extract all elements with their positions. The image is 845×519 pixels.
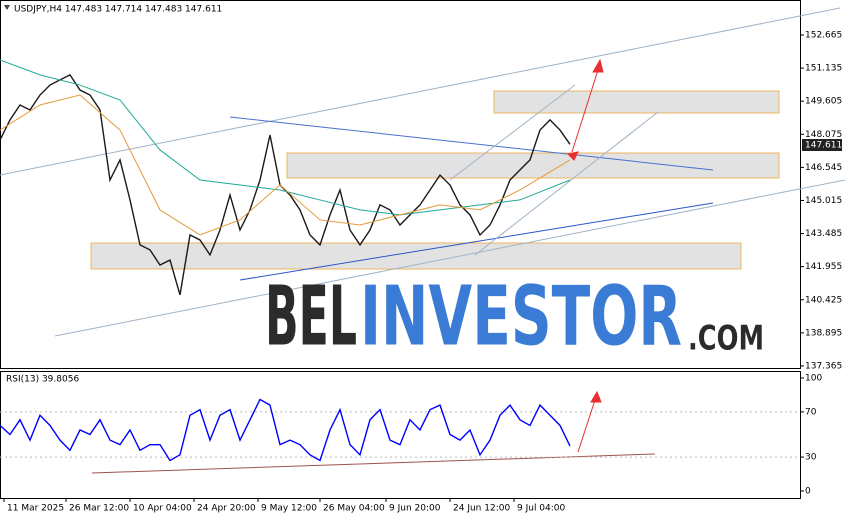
y-tick-label: 145.015 [805, 196, 842, 206]
channel-line [54, 179, 845, 337]
icon [4, 5, 10, 10]
price-tag-label: 147.611 [805, 141, 842, 151]
y-tick-label: 151.135 [805, 64, 842, 74]
price-pane [0, 0, 801, 369]
y-tick-label: 70 [805, 407, 817, 417]
series-line [0, 94, 571, 236]
watermark-text: INVESTOR [360, 269, 682, 364]
rsi-pane [0, 371, 801, 499]
series-line [0, 59, 571, 216]
zone [493, 90, 780, 114]
x-tick-label: 9 May 12:00 [261, 504, 317, 514]
x-tick-label: 26 Mar 12:00 [69, 504, 129, 514]
x-tick-label: 24 Jun 12:00 [453, 504, 510, 514]
watermark-text: .COM [688, 319, 764, 359]
arrow-head [590, 390, 602, 403]
arrow-head [592, 58, 604, 73]
y-tick-label: 140.425 [805, 295, 842, 305]
y-tick-label: 30 [805, 453, 817, 463]
arrow-head [566, 151, 579, 161]
watermark-text: BEL [265, 269, 357, 364]
channel-line [0, 7, 841, 176]
header: USDJPY,H4 147.483 147.714 147.483 147.61… [14, 5, 222, 15]
y-tick-label: 143.485 [805, 229, 842, 239]
y-tick-label: 138.895 [805, 328, 842, 338]
x-tick-label: 9 Jul 04:00 [517, 504, 566, 514]
y-tick-label: 0 [805, 486, 811, 496]
y-tick-label: 152.665 [805, 30, 842, 40]
y-tick-label: 141.955 [805, 262, 842, 272]
arrow [571, 69, 599, 153]
series-line [0, 398, 571, 462]
y-tick-label: 149.605 [805, 97, 842, 107]
x-tick-label: 26 May 04:00 [323, 504, 385, 514]
x-tick-label: 11 Mar 2025 [7, 504, 64, 514]
indicator-label: RSI(13) 39.8056 [6, 375, 79, 385]
price-tag [802, 139, 842, 151]
y-tick-label: 100 [805, 373, 822, 383]
trend-line [229, 116, 714, 171]
plot: 137.365 138.895 140.425 141.955 143.485 145.0… [0, 30, 842, 514]
zone [286, 152, 780, 179]
watermark: BEL INVESTOR .COM [265, 269, 764, 364]
y-tick-label: 148.075 [805, 130, 842, 140]
arrow [577, 399, 596, 453]
x-tick-label: 24 Apr 20:00 [197, 504, 256, 514]
trend-line [239, 202, 714, 281]
arrows [566, 58, 604, 453]
channel-line [449, 84, 576, 181]
channel-line [474, 111, 659, 256]
y-tick-label: 137.365 [805, 361, 842, 371]
x-tick-label: 10 Apr 04:00 [133, 504, 192, 514]
x-tick-label: 9 Jun 20:00 [389, 504, 441, 514]
y-tick-label: 146.545 [805, 163, 842, 173]
